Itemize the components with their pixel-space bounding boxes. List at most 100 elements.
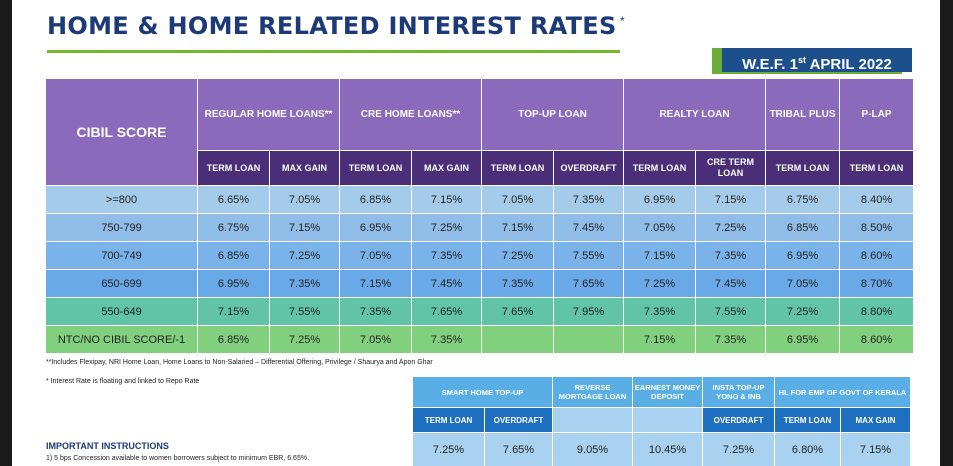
rate-cell: 7.15%	[695, 185, 767, 214]
rate-cell: 6.80%	[774, 432, 841, 466]
rate-cell: 7.25%	[268, 241, 341, 270]
rate-cell: 6.65%	[197, 185, 270, 214]
rate-cell: 10.45%	[632, 432, 703, 466]
rate-cell: 8.40%	[839, 185, 915, 214]
cibil-score-cell: 650-699	[45, 269, 198, 298]
wef-sup: st	[797, 55, 806, 65]
rate-cell: 7.45%	[695, 269, 767, 298]
rate-cell: 7.55%	[695, 297, 767, 326]
rate-cell: 7.15%	[840, 432, 911, 466]
includes-note: **Includes Flexipay, NRI Home Loan, Home…	[46, 359, 433, 366]
group-header: REVERSE MORTGAGE LOAN	[552, 376, 633, 408]
rate-cell: 8.70%	[839, 269, 915, 298]
sub-header: TERM LOAN	[623, 150, 697, 186]
sub-header: OVERDRAFT	[484, 407, 553, 433]
sub-header: TERM LOAN	[339, 150, 413, 186]
rate-cell: 7.15%	[339, 269, 413, 298]
rate-cell: 7.65%	[411, 297, 483, 326]
group-header: HL FOR EMP OF GOVT OF KERALA	[774, 376, 911, 408]
rate-cell: 6.95%	[197, 269, 270, 298]
rate-cell: 6.75%	[197, 213, 270, 242]
instructions-heading: IMPORTANT INSTRUCTIONS	[46, 441, 169, 451]
rate-cell: 7.15%	[197, 297, 270, 326]
rate-cell: 6.95%	[765, 325, 841, 354]
rate-cell: 7.05%	[339, 325, 413, 354]
rate-cell: 7.45%	[411, 269, 483, 298]
rate-cell: 7.65%	[484, 432, 553, 466]
rate-cell: 7.15%	[623, 325, 697, 354]
table-row: >=800 6.65% 7.05% 6.85% 7.15% 7.05% 7.35% 6.95%…	[45, 185, 915, 214]
table-row: 650-699 6.95% 7.35% 7.15% 7.45% 7.35% 7.65% 7.2…	[45, 269, 915, 298]
rate-cell: 8.50%	[839, 213, 915, 242]
rate-cell: 7.15%	[481, 213, 555, 242]
sub-header: CRE TERM LOAN	[695, 150, 767, 186]
group-header: EARNEST MONEY DEPOSIT	[632, 376, 703, 408]
group-header: REALTY LOAN	[623, 78, 767, 151]
table-row: 550-649 7.15% 7.55% 7.35% 7.65% 7.65% 7.95% 7.3…	[45, 297, 915, 326]
sub-header-blank	[632, 407, 703, 433]
cibil-score-cell: 550-649	[45, 297, 198, 326]
rate-cell: 7.05%	[339, 241, 413, 270]
sub-header: OVERDRAFT	[702, 407, 775, 433]
rate-cell: 6.75%	[765, 185, 841, 214]
sub-header: TERM LOAN	[481, 150, 555, 186]
rate-cell: 7.15%	[411, 185, 483, 214]
sub-header: MAX GAIN	[840, 407, 911, 433]
group-header: CRE HOME LOANS**	[339, 78, 483, 151]
rate-cell: 6.85%	[765, 213, 841, 242]
rate-cell: 7.25%	[695, 213, 767, 242]
rate-cell: 7.35%	[623, 297, 697, 326]
group-header: TRIBAL PLUS	[765, 78, 841, 151]
rate-cell: 7.65%	[553, 269, 625, 298]
rate-cell: 7.25%	[765, 297, 841, 326]
rate-cell: 7.05%	[268, 185, 341, 214]
rate-cell: 7.35%	[695, 325, 767, 354]
rate-cell: 7.25%	[412, 432, 485, 466]
page-title: HOME & HOME RELATED INTEREST RATES	[47, 12, 617, 40]
rate-cell: 7.35%	[339, 297, 413, 326]
rate-cell: 7.05%	[765, 269, 841, 298]
sub-header: MAX GAIN	[411, 150, 483, 186]
other-loans-table: SMART HOME TOP-UP REVERSE MORTGAGE LOAN …	[412, 376, 911, 466]
rate-cell: 6.85%	[197, 241, 270, 270]
cibil-score-cell: >=800	[45, 185, 198, 214]
sub-header: OVERDRAFT	[553, 150, 625, 186]
rate-sheet: HOME & HOME RELATED INTEREST RATES * W.E…	[12, 0, 940, 466]
rate-cell: 7.35%	[411, 325, 483, 354]
rate-cell: 7.45%	[553, 213, 625, 242]
rate-cell: 7.35%	[411, 241, 483, 270]
sub-header: TERM LOAN	[197, 150, 270, 186]
rate-cell: 7.25%	[268, 325, 341, 354]
interest-rate-table: CIBIL SCORE REGULAR HOME LOANS** CRE HOM…	[45, 78, 915, 354]
rate-cell: 8.60%	[839, 325, 915, 354]
group-header: TOP-UP LOAN	[481, 78, 625, 151]
group-header: P-LAP	[839, 78, 915, 151]
rate-cell	[553, 325, 625, 354]
rate-cell: 6.85%	[197, 325, 270, 354]
group-header: REGULAR HOME LOANS**	[196, 78, 341, 151]
title-footnote-mark: *	[620, 14, 625, 28]
rate-cell: 6.85%	[339, 185, 413, 214]
rate-cell: 7.05%	[481, 185, 555, 214]
rate-cell: 7.15%	[623, 241, 697, 270]
sub-header: MAX GAIN	[268, 150, 341, 186]
rate-cell: 7.95%	[553, 297, 625, 326]
rate-cell: 7.25%	[702, 432, 775, 466]
rate-cell: 7.55%	[268, 297, 341, 326]
rate-cell: 8.60%	[839, 241, 915, 270]
rate-cell: 7.15%	[268, 213, 341, 242]
rate-cell: 6.95%	[623, 185, 697, 214]
sub-header: TERM LOAN	[765, 150, 841, 186]
rate-cell: 7.35%	[695, 241, 767, 270]
rate-cell: 7.25%	[411, 213, 483, 242]
table-row: NTC/NO CIBIL SCORE/-1 6.85% 7.25% 7.05% 7.35…	[45, 325, 915, 354]
effective-date-text: W.E.F. 1st APRIL 2022	[722, 48, 912, 73]
rate-cell: 7.35%	[481, 269, 555, 298]
rate-cell: 7.25%	[481, 241, 555, 270]
rate-rows: >=800 6.65% 7.05% 6.85% 7.15% 7.05% 7.35% 6.95%…	[45, 185, 915, 354]
sub-header-blank	[552, 407, 633, 433]
cibil-score-cell: NTC/NO CIBIL SCORE/-1	[45, 325, 198, 354]
rate-cell	[481, 325, 555, 354]
rate-cell: 8.80%	[839, 297, 915, 326]
wef-prefix: W.E.F. 1	[742, 56, 798, 73]
